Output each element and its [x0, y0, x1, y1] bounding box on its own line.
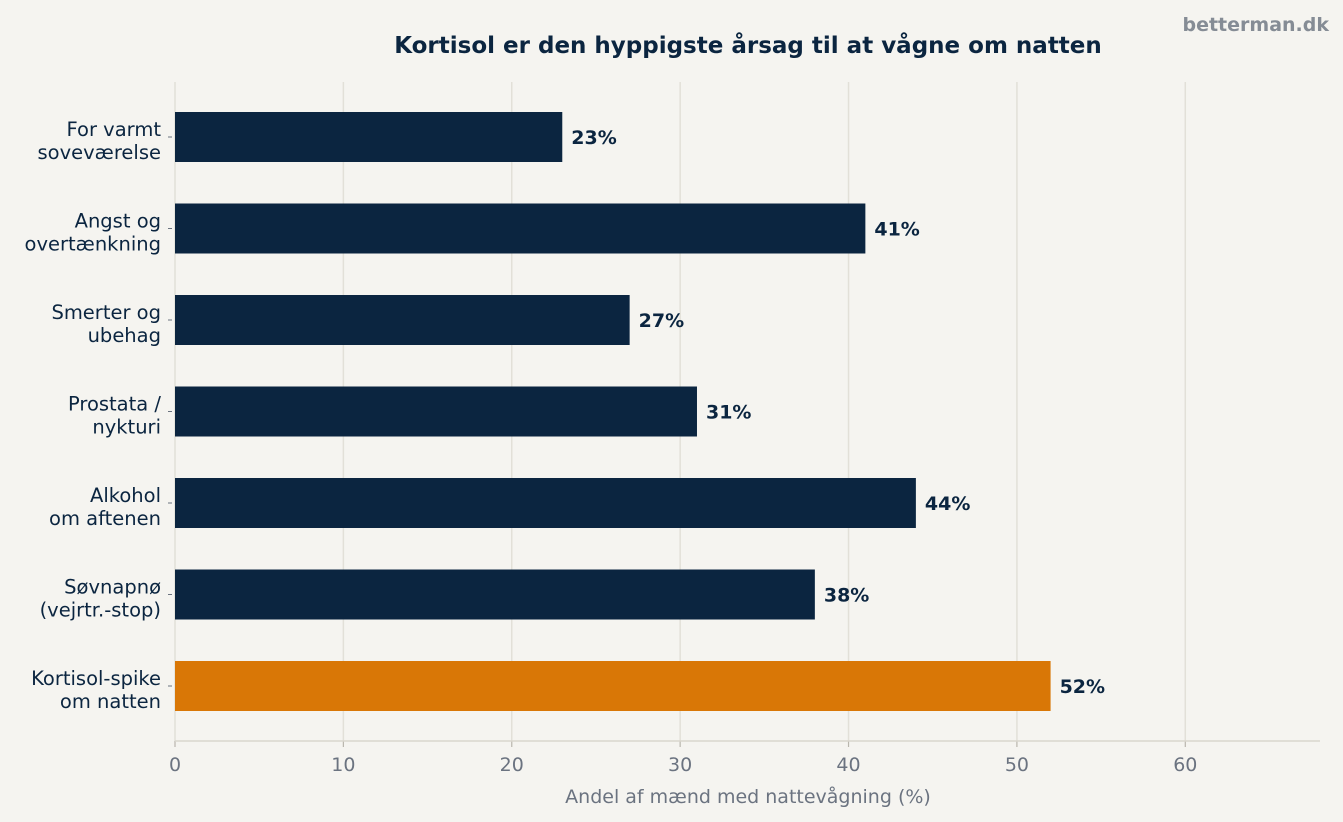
data-label: 52%	[1060, 676, 1105, 698]
x-axis-label: Andel af mænd med nattevågning (%)	[565, 785, 931, 808]
category-label: Prostata / nykturi	[68, 393, 161, 439]
bar	[175, 203, 866, 254]
data-label: 41%	[874, 219, 919, 241]
x-tick-label: 10	[331, 754, 355, 776]
labels-group: 0 10 20 30 40 50 60 23% For varmt soveværelse 41% A…	[25, 118, 1198, 776]
x-tick-label: 40	[836, 754, 860, 776]
category-label: For varmt soveværelse	[38, 118, 162, 164]
bar	[175, 112, 563, 162]
chart-title: Kortisol er den hyppigste årsag til at v…	[394, 32, 1102, 59]
data-label: 23%	[571, 127, 616, 149]
category-label: Angst og overtænkning	[25, 210, 161, 256]
data-label: 27%	[639, 310, 684, 332]
x-tick-label: 60	[1173, 754, 1197, 776]
x-tick-label: 30	[668, 754, 692, 776]
data-label: 44%	[925, 493, 970, 515]
category-label: Søvnapnø (vejrtr.-stop)	[40, 576, 161, 622]
category-label: Kortisol-spike om natten	[31, 667, 161, 713]
bar	[175, 661, 1051, 711]
bars-group	[175, 112, 1051, 711]
bar	[175, 569, 815, 620]
x-tick-label: 50	[1005, 754, 1029, 776]
bar	[175, 386, 697, 437]
data-label: 31%	[706, 402, 751, 424]
category-label: Alkohol om aftenen	[49, 484, 161, 530]
brand-watermark: betterman.dk	[1182, 14, 1329, 36]
bar	[175, 295, 630, 345]
bar	[175, 478, 916, 528]
category-label: Smerter og ubehag	[51, 301, 161, 347]
data-label: 38%	[824, 585, 869, 607]
x-tick-label: 20	[500, 754, 524, 776]
x-tick-label: 0	[169, 754, 181, 776]
